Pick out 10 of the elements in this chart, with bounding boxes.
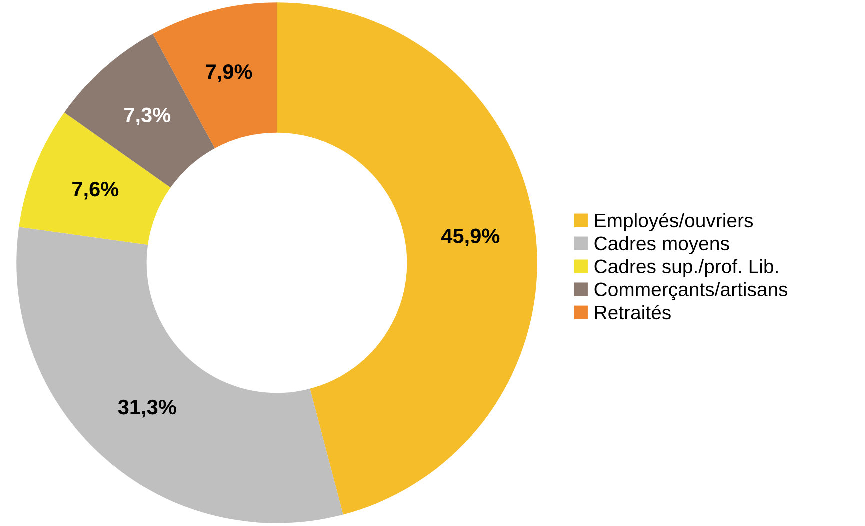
legend-label: Commerçants/artisans: [594, 282, 788, 300]
legend-label: Cadres moyens: [594, 236, 730, 254]
data-label: 45,9%: [441, 228, 500, 247]
legend-label: Retraités: [595, 305, 671, 320]
legend-label: Cadres sup./prof. Lib.: [594, 259, 778, 278]
legend-label: Employés/ouvriers: [595, 213, 754, 232]
data-label: 7,6%: [72, 182, 119, 200]
data-label: 7,3%: [124, 108, 171, 126]
data-label: 31,3%: [118, 400, 176, 418]
data-label: 7,9%: [206, 64, 252, 82]
